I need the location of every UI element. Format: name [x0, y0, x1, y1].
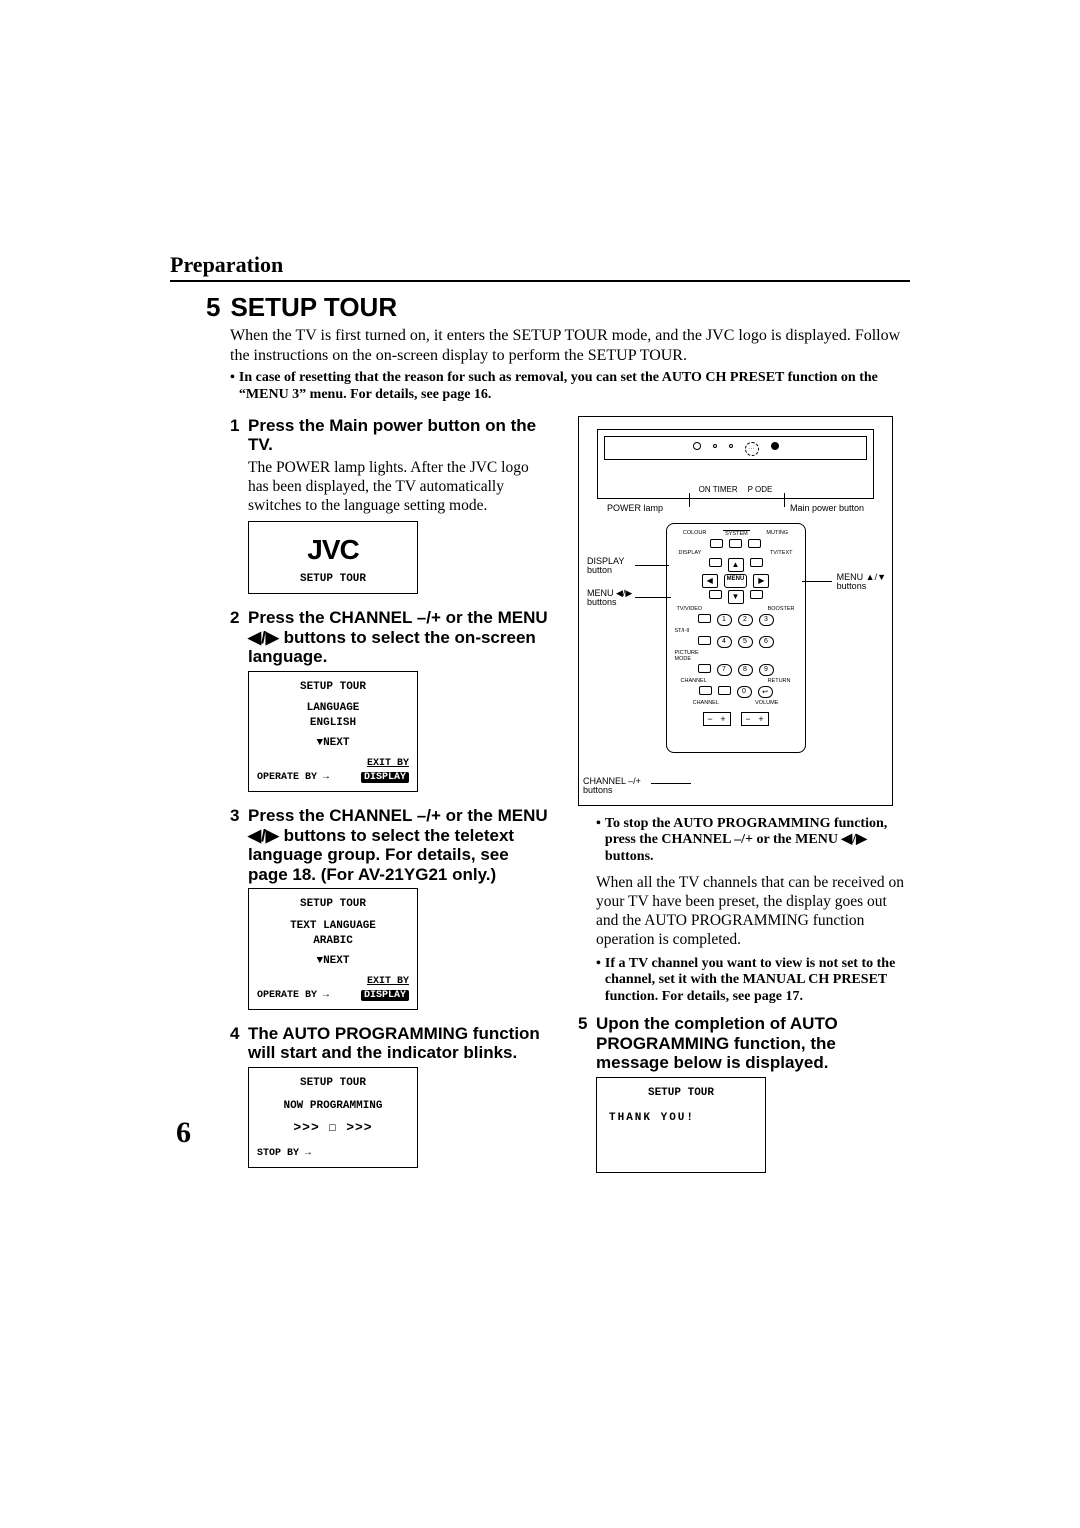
page-number: 6	[176, 1116, 191, 1150]
label: PICTURE MODE	[675, 650, 797, 662]
label: TV/TEXT	[770, 550, 793, 556]
step1-body: The POWER lamp lights. After the JVC log…	[248, 459, 550, 516]
label: TV/VIDEO	[677, 606, 703, 612]
label: DISPLAY	[679, 550, 702, 556]
callout-main-power: Main power button	[790, 503, 864, 513]
step4-heading: 4 The AUTO PROGRAMMING function will sta…	[230, 1024, 550, 1063]
auto-complete-paragraph: When all the TV channels that can be rec…	[596, 874, 908, 950]
note-text: To stop the AUTO PROGRAMMING function, p…	[605, 816, 908, 866]
label: COLOUR	[683, 530, 707, 537]
step-title: Press the CHANNEL –/+ or the MENU ◀/▶ bu…	[248, 608, 550, 667]
step1-heading: 1 Press the Main power button on the TV.	[230, 416, 550, 455]
label: RETURN	[768, 678, 791, 684]
tv-panel: ··· ON TIMER P ODE	[597, 429, 874, 499]
label: SYSTEM	[723, 530, 750, 537]
osd-text: SETUP TOUR	[255, 897, 411, 912]
step-num: 4	[230, 1024, 248, 1063]
osd-text: OPERATE BY →	[257, 989, 329, 1003]
osd-button: DISPLAY	[361, 772, 409, 783]
label: CHANNEL	[693, 700, 719, 706]
note-text: If a TV channel you want to view is not …	[605, 956, 908, 1006]
osd-text-language-screen: SETUP TOUR TEXT LANGUAGE ARABIC ▼NEXT OP…	[248, 888, 418, 1010]
label: P ODE	[748, 485, 773, 494]
osd-text: TEXT LANGUAGE	[255, 919, 411, 934]
osd-text: LANGUAGE	[255, 701, 411, 716]
osd-text: OPERATE BY →	[257, 771, 329, 785]
intro-paragraph: When the TV is first turned on, it enter…	[230, 326, 910, 366]
step3-heading: 3 Press the CHANNEL –/+ or the MENU ◀/▶ …	[230, 806, 550, 884]
callout-power-lamp: POWER lamp	[607, 503, 663, 513]
left-column: 1 Press the Main power button on the TV.…	[230, 416, 550, 1187]
osd-programming-screen: SETUP TOUR NOW PROGRAMMING >>> ☐ >>> STO…	[248, 1067, 418, 1168]
callout-menu-lr: MENU ◀/▶ buttons	[587, 589, 632, 609]
label: VOLUME	[755, 700, 778, 706]
manual-preset-note: •If a TV channel you want to view is not…	[596, 956, 908, 1006]
osd-text: NOW PROGRAMMING	[255, 1099, 411, 1114]
step-num: 3	[230, 806, 248, 884]
osd-button: DISPLAY	[361, 990, 409, 1001]
osd-text: SETUP TOUR	[255, 572, 411, 587]
step-title: Press the CHANNEL –/+ or the MENU ◀/▶ bu…	[248, 806, 550, 884]
osd-text: SETUP TOUR	[255, 680, 411, 695]
osd-text: EXIT BY	[367, 976, 409, 987]
intro-note-text: In case of resetting that the reason for…	[239, 370, 910, 404]
label: BOOSTER	[768, 606, 795, 612]
right-column: ··· ON TIMER P ODE POWER lamp Main power…	[578, 416, 908, 1187]
osd-text: ARABIC	[255, 934, 411, 949]
step-title: Upon the completion of AUTO PROGRAMMING …	[596, 1014, 908, 1073]
label: ST/I·II	[675, 628, 797, 634]
osd-text: STOP BY →	[255, 1147, 411, 1161]
intro-note: •In case of resetting that the reason fo…	[230, 370, 910, 404]
osd-text: ▼NEXT	[255, 736, 411, 751]
step2-heading: 2 Press the CHANNEL –/+ or the MENU ◀/▶ …	[230, 608, 550, 667]
osd-text: ▼NEXT	[255, 954, 411, 969]
label: ON TIMER	[699, 485, 738, 494]
osd-text: THANK YOU!	[603, 1111, 759, 1126]
remote-control: COLOUR SYSTEM MUTING DISPLAY TV/TEXT ▲ ◀…	[666, 523, 806, 753]
osd-logo-screen: JVC SETUP TOUR	[248, 521, 418, 594]
stop-auto-note: •To stop the AUTO PROGRAMMING function, …	[596, 816, 908, 866]
step-num: 1	[230, 416, 248, 455]
label: CHANNEL	[681, 678, 707, 684]
step-title: The AUTO PROGRAMMING function will start…	[248, 1024, 550, 1063]
section-header: Preparation	[170, 252, 910, 282]
callout-channel-buttons: CHANNEL –/+ buttons	[583, 777, 641, 797]
jvc-logo: JVC	[255, 530, 411, 569]
osd-text: ENGLISH	[255, 716, 411, 731]
osd-text: SETUP TOUR	[255, 1076, 411, 1091]
tv-remote-diagram: ··· ON TIMER P ODE POWER lamp Main power…	[578, 416, 893, 806]
osd-progress: >>> ☐ >>>	[255, 1119, 411, 1137]
osd-language-screen: SETUP TOUR LANGUAGE ENGLISH ▼NEXT OPERAT…	[248, 671, 418, 793]
step-title: Press the Main power button on the TV.	[248, 416, 550, 455]
label: MENU	[724, 574, 748, 588]
osd-text: SETUP TOUR	[603, 1086, 759, 1101]
osd-thankyou-screen: SETUP TOUR THANK YOU!	[596, 1077, 766, 1173]
callout-menu-ud: MENU ▲/▼ buttons	[837, 573, 886, 593]
step5-heading: 5 Upon the completion of AUTO PROGRAMMIN…	[578, 1014, 908, 1073]
chapter-number: 5	[206, 294, 220, 320]
callout-display-button: DISPLAY button	[587, 557, 624, 577]
step-num: 2	[230, 608, 248, 667]
chapter-title: SETUP TOUR	[230, 294, 397, 320]
label: MUTING	[766, 530, 788, 537]
step-num: 5	[578, 1014, 596, 1073]
osd-text: EXIT BY	[367, 758, 409, 769]
